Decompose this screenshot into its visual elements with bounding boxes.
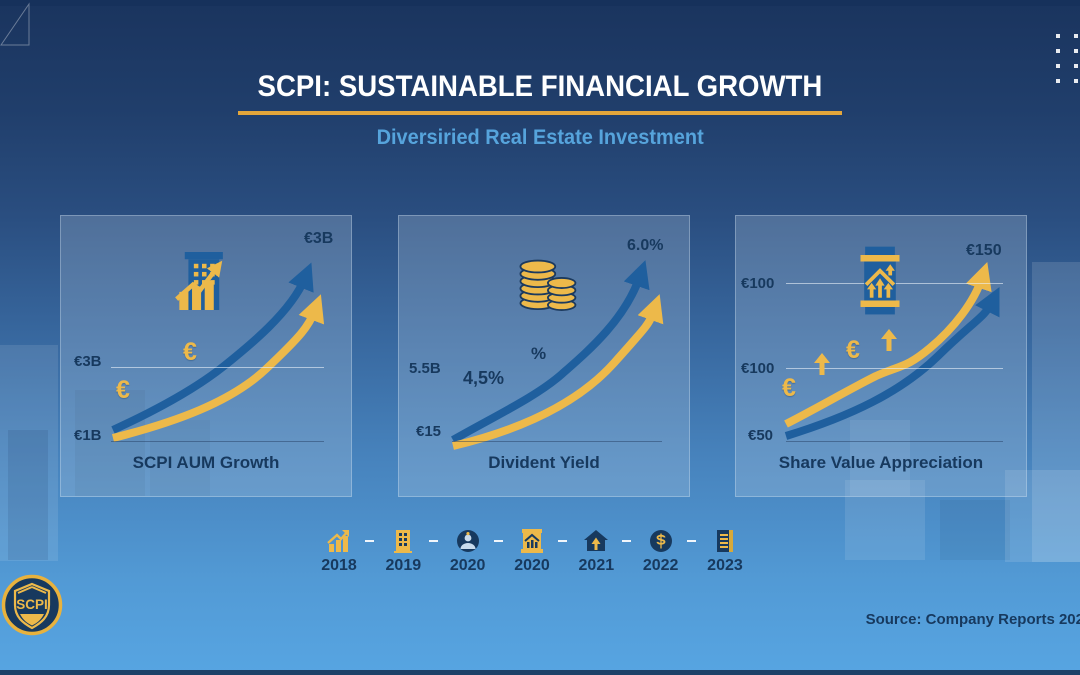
house-up-arrow-icon xyxy=(584,530,609,551)
panel-aum-growth: €3B €1B €3B € € SCPI AUM Growth xyxy=(60,215,352,497)
blue-trend-arrow xyxy=(111,262,314,434)
gridline xyxy=(111,441,324,442)
timeline-connector xyxy=(365,540,378,542)
building-growth-chart-icon xyxy=(175,252,223,310)
shield-base-icon xyxy=(20,614,44,626)
timeline-item: 2023 xyxy=(699,528,751,575)
bank-icon xyxy=(520,529,543,553)
timeline-year: 2022 xyxy=(642,557,679,574)
bottom-edge-strip xyxy=(0,670,1080,675)
share-value-chart xyxy=(784,262,1000,440)
logo-text: SCPI xyxy=(16,597,48,612)
corner-triangle-ornament xyxy=(0,2,30,46)
y-tick-label: 5.5B xyxy=(409,360,441,377)
skyline-shape xyxy=(8,430,48,560)
coin-stacks-icon xyxy=(519,259,577,311)
timeline: 2018 2019 2020 xyxy=(313,528,751,575)
ledger-icon xyxy=(716,530,733,552)
y-tick-label: €1B xyxy=(74,427,102,444)
timeline-item: 2020 xyxy=(506,528,558,575)
panel-dividend-yield: 5.5B €15 6.0% 4,5% % Divident Yield xyxy=(398,215,690,497)
end-value-label: €150 xyxy=(966,242,1002,259)
euro-annotation: € xyxy=(782,374,796,402)
dividend-yield-chart xyxy=(451,260,664,450)
timeline-year: 2018 xyxy=(321,557,357,574)
timeline-connector xyxy=(429,540,442,542)
skyline-shape xyxy=(150,420,210,496)
timeline-item: 2019 xyxy=(377,528,429,575)
skyline-shape xyxy=(845,480,925,560)
gold-trend-arrow xyxy=(452,294,664,450)
gridline xyxy=(786,368,1003,369)
rate-annotation: 4,5% xyxy=(463,368,505,388)
y-tick-label: €3B xyxy=(74,353,102,370)
title-underline xyxy=(238,111,842,115)
timeline-connector xyxy=(686,540,699,542)
shield-outline-icon xyxy=(13,582,51,630)
timeline-item: 2018 xyxy=(313,528,365,575)
panel-share-value: €100 €100 €50 €150 € € Share Value Appre xyxy=(735,215,1027,497)
page-subtitle: Diversiried Real Estate Investment xyxy=(376,126,704,149)
timeline-item: 2022 xyxy=(635,528,687,575)
timeline-year: 2021 xyxy=(578,557,615,574)
up-arrow-icon xyxy=(881,329,897,351)
skyline-shape xyxy=(0,345,58,561)
blue-trend-arrow xyxy=(451,260,650,444)
panel-title: Share Value Appreciation xyxy=(778,453,984,472)
building-icon xyxy=(394,530,413,553)
skyline-shape xyxy=(75,390,145,496)
panel-title: SCPI AUM Growth xyxy=(132,453,280,472)
skyline-shape xyxy=(940,500,1010,560)
page-title: SCPI: SUSTAINABLE FINANCIAL GROWTH xyxy=(257,70,823,103)
coin-icon xyxy=(649,530,672,552)
gold-trend-arrow xyxy=(784,262,992,428)
gridline xyxy=(786,441,1003,442)
skyline-shape xyxy=(850,420,910,496)
gold-trend-arrow xyxy=(112,294,325,442)
timeline-year: 2020 xyxy=(514,557,550,574)
up-arrow-icon xyxy=(814,353,830,375)
euro-annotation: € xyxy=(183,338,197,366)
blue-trend-arrow xyxy=(784,286,1000,440)
y-tick-label: €15 xyxy=(416,423,442,440)
top-edge-strip xyxy=(0,0,1080,6)
timeline-item: 2020 xyxy=(442,528,494,575)
y-tick-label: €50 xyxy=(748,427,774,444)
timeline-year: 2023 xyxy=(707,557,743,574)
timeline-year: 2019 xyxy=(385,557,422,574)
y-tick-label: €100 xyxy=(741,275,775,292)
timeline-item: 2021 xyxy=(570,528,622,575)
bank-house-arrows-icon xyxy=(860,246,900,315)
gridline xyxy=(452,441,662,442)
aum-growth-chart xyxy=(111,262,325,442)
y-tick-label: €100 xyxy=(741,360,775,377)
dot-grid-ornament xyxy=(1056,34,1078,83)
scpi-logo: SCPI xyxy=(1,574,63,636)
skyline-shape xyxy=(1032,262,1080,562)
end-value-label: €3B xyxy=(304,230,334,247)
panel-title: Divident Yield xyxy=(488,453,600,472)
euro-annotation: € xyxy=(116,376,130,404)
source-note: Source: Company Reports 202 xyxy=(865,611,1080,628)
timeline-year: 2020 xyxy=(449,557,486,574)
end-value-label: 6.0% xyxy=(627,237,664,254)
gridline xyxy=(111,367,324,368)
euro-annotation: € xyxy=(846,336,860,364)
timeline-connector xyxy=(557,540,571,542)
person-icon xyxy=(456,530,479,552)
timeline-connector xyxy=(622,540,635,542)
percent-annotation: % xyxy=(531,344,547,363)
growth-chart-icon xyxy=(327,530,349,552)
timeline-connector xyxy=(493,540,506,542)
skyline-shape xyxy=(1005,470,1080,562)
